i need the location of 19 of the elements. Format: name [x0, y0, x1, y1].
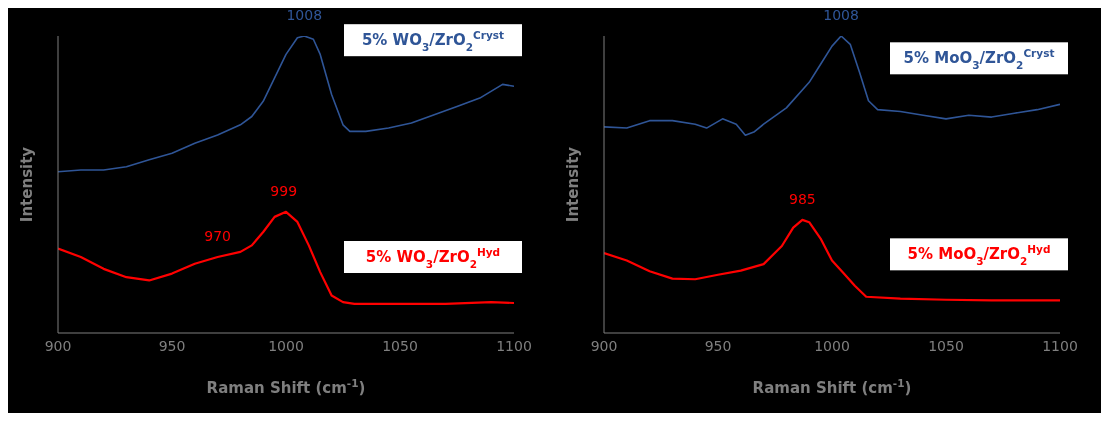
x-tick-label: 950	[158, 337, 186, 354]
annotation: 970	[204, 227, 231, 244]
x-tick-label: 1000	[814, 337, 850, 354]
x-tick-label: 1000	[268, 337, 304, 354]
y-axis-title: Intensity	[18, 146, 36, 223]
x-tick-label: 900	[590, 337, 618, 354]
y-axis-title: Intensity	[564, 146, 582, 223]
x-tick-label: 1100	[496, 337, 532, 354]
x-axis-title: Raman Shift (cm$^{-1}$)	[206, 377, 366, 397]
annotation: 1008	[286, 7, 323, 23]
annotation: 1008	[823, 7, 859, 23]
annotation: 999	[270, 182, 298, 199]
x-tick-label: 900	[44, 337, 72, 354]
x-tick-label: 1050	[382, 337, 418, 354]
x-tick-label: 1100	[1042, 337, 1078, 354]
x-tick-label: 1050	[928, 337, 964, 354]
x-axis-title: Raman Shift (cm$^{-1}$)	[752, 377, 912, 397]
annotation: 985	[788, 190, 816, 207]
x-tick-label: 950	[704, 337, 732, 354]
